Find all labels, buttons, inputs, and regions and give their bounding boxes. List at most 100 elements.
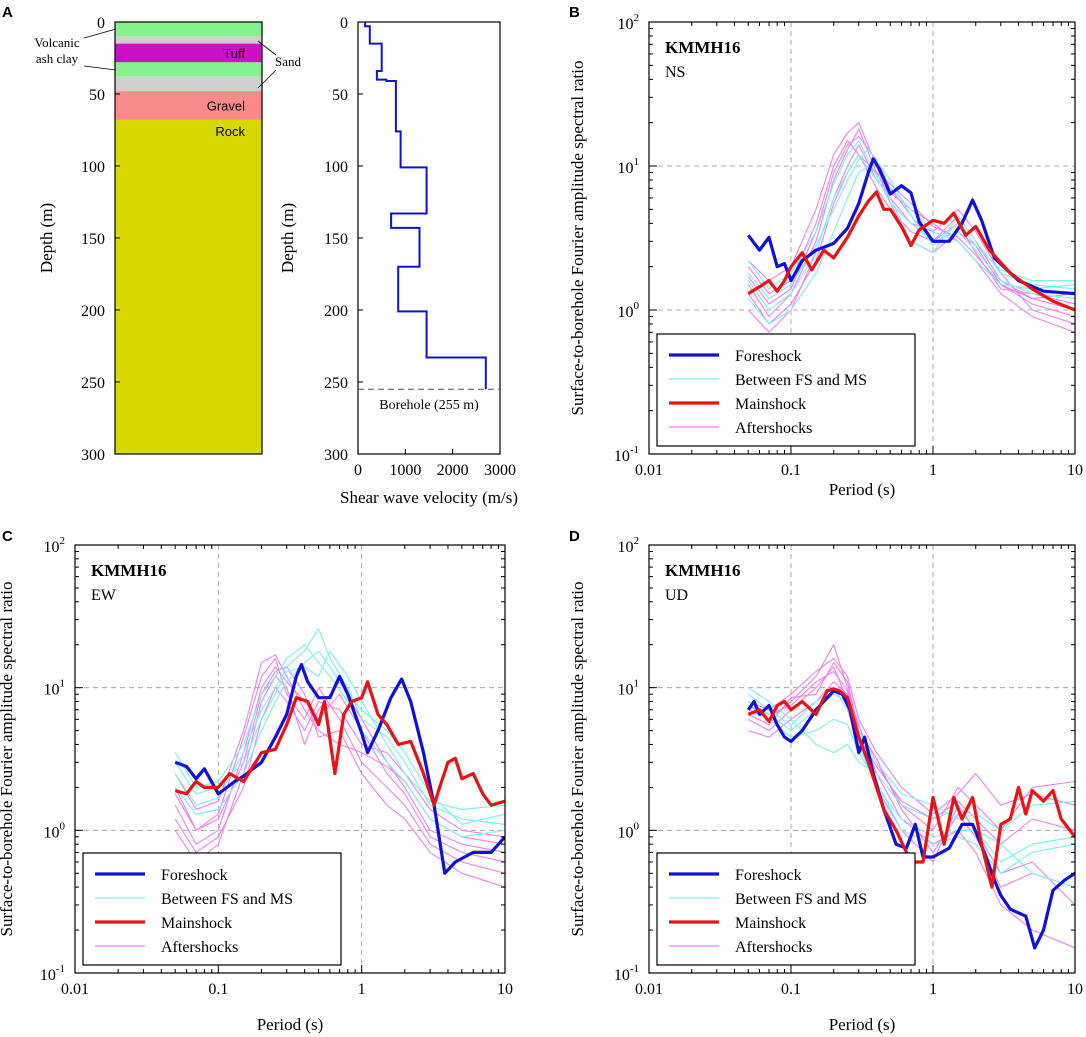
y-tick-label: 300	[324, 447, 348, 464]
legend: Foreshock Between FS and MS Mainshock After…	[656, 852, 916, 966]
station-label: KMMH16	[91, 561, 167, 580]
soil-layer	[115, 43, 262, 63]
x-axis-label: Shear wave velocity (m/s)	[340, 488, 518, 507]
legend-label: Aftershocks	[161, 939, 238, 956]
y-axis-label: Depth (m)	[37, 203, 56, 273]
y-tick-label: 50	[332, 87, 348, 104]
y-tick-label: 100	[618, 300, 640, 321]
panel-a-column: A Tuff Gravel Rock 0 50 100 150 200 250 300 Depth (…	[2, 4, 302, 464]
legend-label: Aftershocks	[735, 939, 812, 956]
soil-layer	[115, 22, 262, 37]
x-tick-label: 0.1	[781, 462, 801, 479]
y-tick-label: 10-1	[614, 444, 639, 465]
leader-line	[83, 28, 117, 39]
x-axis-label: Period (s)	[829, 480, 896, 499]
panel-c-chart: C 0.01 0.1 1 10 10-1 100 101 102 Surface-to-boreh…	[0, 528, 513, 1034]
y-tick-label: 101	[618, 678, 640, 699]
y-tick-label: 0	[340, 15, 348, 32]
y-tick-label: 100	[81, 159, 105, 176]
station-label: KMMH16	[665, 561, 741, 580]
plot-frame	[648, 544, 1076, 974]
soil-layer	[115, 119, 262, 455]
soil-layer	[115, 62, 262, 77]
series-group	[174, 627, 505, 888]
legend-label: Foreshock	[161, 867, 228, 884]
component-label: UD	[665, 587, 688, 604]
legend-label: Aftershocks	[735, 420, 812, 437]
y-tick-label: 200	[81, 303, 105, 320]
x-tick-label: 10	[497, 981, 513, 998]
y-axis-label: Surface-to-borehole Fourier amplitude sp…	[568, 61, 587, 416]
legend-label: Foreshock	[735, 348, 802, 365]
layer-label: Gravel	[207, 99, 245, 114]
x-tick-label: 0.01	[61, 981, 89, 998]
y-tick-label: 102	[44, 535, 66, 556]
series-line-between-fs-and-ms	[747, 687, 1075, 863]
y-axis-label: Surface-to-borehole Fourier amplitude sp…	[0, 582, 16, 937]
soil-layer	[115, 76, 262, 92]
plot-frame	[74, 544, 506, 974]
plot-frame	[648, 21, 1076, 455]
y-tick-label: 200	[324, 303, 348, 320]
y-tick-label: 0	[97, 15, 105, 32]
y-tick-label: 150	[81, 231, 105, 248]
series-line-foreshock	[174, 662, 505, 875]
borehole-annotation: Borehole (255 m)	[379, 398, 479, 413]
panel-d-chart: D 0.01 0.1 1 10 10-1 100 101 102 Surface-to-boreh…	[568, 528, 1083, 1034]
y-tick-label: 10-1	[40, 963, 65, 984]
series-line-aftershocks	[174, 687, 505, 853]
x-tick-label: 3000	[484, 462, 516, 479]
y-tick-label: 150	[324, 231, 348, 248]
x-tick-label: 0.1	[208, 981, 228, 998]
y-tick-label: 100	[324, 159, 348, 176]
legend-label: Between FS and MS	[735, 891, 867, 908]
y-tick-label: 101	[618, 156, 640, 177]
panel-letter: B	[569, 4, 580, 21]
panel-b-chart: B 0.01 0.1 1 10 10-1 100 101 102 Surface-to-boreh…	[568, 4, 1083, 499]
panel-letter-a: A	[2, 4, 13, 21]
y-tick-label: 100	[44, 820, 66, 841]
legend-label: Mainshock	[161, 915, 232, 932]
component-label: EW	[91, 587, 117, 604]
side-label-left: ash clay	[36, 51, 79, 66]
series-line-mainshock	[747, 190, 1075, 312]
velocity-profile-line	[364, 22, 487, 390]
legend: Foreshock Between FS and MS Mainshock After…	[656, 333, 916, 447]
series-line-between-fs-and-ms	[747, 693, 1075, 831]
x-tick-label: 1	[358, 981, 366, 998]
y-tick-label: 100	[618, 820, 640, 841]
x-axis-label: Period (s)	[257, 1015, 324, 1034]
y-tick-label: 300	[81, 447, 105, 464]
soil-layer	[115, 36, 262, 44]
leader-line	[83, 65, 117, 71]
legend-label: Mainshock	[735, 396, 806, 413]
series-line-between-fs-and-ms	[747, 165, 1075, 325]
legend-label: Foreshock	[735, 867, 802, 884]
y-tick-label: 101	[44, 678, 66, 699]
x-tick-label: 0	[354, 462, 362, 479]
series-line-aftershocks	[748, 670, 1075, 845]
y-tick-label: 102	[618, 12, 640, 33]
x-tick-label: 1000	[389, 462, 421, 479]
y-tick-label: 102	[618, 535, 640, 556]
y-tick-label: 10-1	[614, 963, 639, 984]
legend-label: Between FS and MS	[735, 372, 867, 389]
layer-label: Rock	[215, 124, 245, 139]
series-line-aftershocks	[747, 154, 1075, 325]
leader-line	[257, 40, 277, 56]
x-tick-label: 10	[1067, 462, 1083, 479]
series-group	[747, 122, 1075, 333]
series-line-foreshock	[747, 157, 1075, 296]
panel-letter: C	[2, 528, 13, 545]
legend-label: Mainshock	[735, 915, 806, 932]
soil-layer	[115, 91, 262, 120]
x-tick-label: 0.1	[781, 981, 801, 998]
component-label: NS	[665, 64, 685, 81]
series-line-between-fs-and-ms	[174, 627, 505, 825]
layer-label: Tuff	[223, 46, 245, 61]
x-tick-label: 1	[929, 981, 937, 998]
series-line-foreshock	[746, 689, 1075, 950]
x-tick-label: 1	[929, 462, 937, 479]
